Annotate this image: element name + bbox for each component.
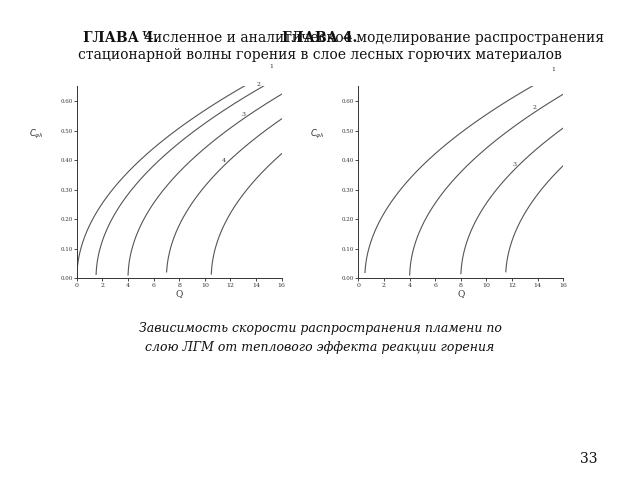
Text: 3: 3 bbox=[513, 162, 516, 167]
Text: 2: 2 bbox=[533, 105, 537, 109]
Text: 4: 4 bbox=[222, 158, 226, 163]
Text: стационарной волны горения в слое лесных горючих материалов: стационарной волны горения в слое лесных… bbox=[78, 48, 562, 62]
Text: ГЛАВА 4.: ГЛАВА 4. bbox=[282, 31, 358, 45]
Text: ГЛАВА 4.: ГЛАВА 4. bbox=[83, 31, 159, 45]
X-axis label: Q: Q bbox=[457, 289, 465, 298]
Text: Зависимость скорости распространения пламени по
слою ЛГМ от теплового эффекта ре: Зависимость скорости распространения пла… bbox=[139, 322, 501, 354]
Text: 33: 33 bbox=[580, 452, 598, 466]
X-axis label: Q: Q bbox=[175, 289, 183, 298]
Text: 3: 3 bbox=[241, 111, 245, 117]
Text: 1: 1 bbox=[551, 67, 555, 72]
Text: 2: 2 bbox=[257, 82, 260, 86]
Text: $C_{\varphi\lambda}$: $C_{\varphi\lambda}$ bbox=[29, 128, 43, 141]
Text: Численное и аналитическое моделирование распространения: Численное и аналитическое моделирование … bbox=[138, 31, 604, 45]
Text: $C_{\varphi\lambda}$: $C_{\varphi\lambda}$ bbox=[310, 128, 324, 141]
Text: 1: 1 bbox=[269, 64, 273, 69]
